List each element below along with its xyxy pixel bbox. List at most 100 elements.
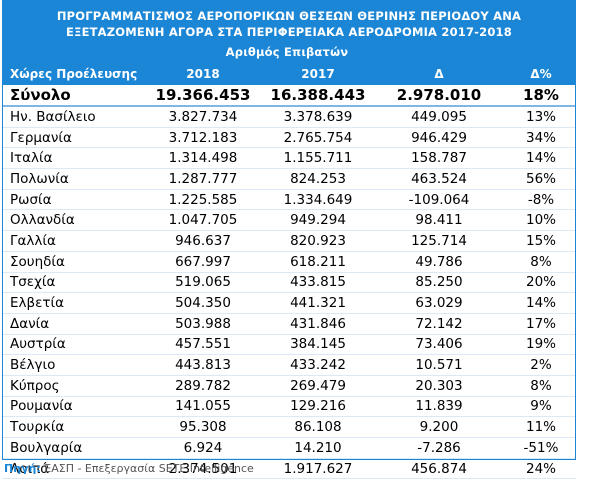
cell: 1.334.649 xyxy=(264,189,372,211)
cell: 946.637 xyxy=(142,230,264,252)
cell: Δανία xyxy=(2,313,142,335)
cell: 6.924 xyxy=(142,437,264,459)
cell: 618.211 xyxy=(264,251,372,273)
subtitle: Αριθμός Επιβατών xyxy=(225,45,349,59)
cell: 433.815 xyxy=(264,272,372,294)
cell: 1.314.498 xyxy=(142,147,264,170)
data-row: Γαλλία 946.637 820.923 125.714 15% xyxy=(2,230,576,252)
cell: 384.145 xyxy=(264,334,372,356)
cell: 3.827.734 xyxy=(142,106,264,128)
cell: 1.225.585 xyxy=(142,189,264,211)
cell: 86.108 xyxy=(264,416,372,438)
cell: Δ% xyxy=(530,67,552,81)
column-header-row: Χώρες Προέλευσης 2018 2017 Δ Δ% xyxy=(2,64,576,85)
data-row: Τσεχία 519.065 433.815 85.250 20% xyxy=(2,272,576,294)
cell: Βουλγαρία xyxy=(2,437,142,459)
cell: 10% xyxy=(506,209,576,232)
cell: 11.839 xyxy=(372,396,506,418)
cell: Λοιπά xyxy=(2,458,142,480)
cell: 14% xyxy=(506,147,576,170)
source-text: ΕΑΣΠ - Επεξεργασία SETE Intelligence xyxy=(44,462,254,475)
cell: 85.250 xyxy=(372,272,506,294)
cell: Ελβετία xyxy=(2,292,142,314)
data-row: Βέλγιο 443.813 433.242 10.571 2% xyxy=(2,354,576,376)
cell: 433.242 xyxy=(264,354,372,376)
data-row: Ελβετία 504.350 441.321 63.029 14% xyxy=(2,292,576,314)
data-row: Γερμανία 3.712.183 2.765.754 946.429 34% xyxy=(2,127,576,149)
cell: 456.874 xyxy=(372,458,506,480)
cell: 15% xyxy=(506,230,576,252)
cell: 667.997 xyxy=(142,251,264,273)
cell: 16.388.443 xyxy=(264,84,372,107)
cell: 95.308 xyxy=(142,416,264,438)
cell: Σουηδία xyxy=(2,251,142,273)
cell: 129.216 xyxy=(264,396,372,418)
cell: 18% xyxy=(506,84,576,107)
cell: 9% xyxy=(506,396,576,418)
cell: Σύνολο xyxy=(2,84,142,107)
cell: 443.813 xyxy=(142,354,264,376)
cell: 503.988 xyxy=(142,313,264,335)
cell: 946.429 xyxy=(372,127,506,149)
cell: 14% xyxy=(506,292,576,314)
cell: 519.065 xyxy=(142,272,264,294)
cell: 431.846 xyxy=(264,313,372,335)
cell: 441.321 xyxy=(264,292,372,314)
cell: 34% xyxy=(506,127,576,149)
cell: 449.095 xyxy=(372,106,506,128)
data-row: Πολωνία 1.287.777 824.253 463.524 56% xyxy=(2,168,576,190)
cell: 949.294 xyxy=(264,209,372,232)
cell: -109.064 xyxy=(372,189,506,211)
cell: -51% xyxy=(506,437,576,459)
data-row: Ολλανδία 1.047.705 949.294 98.411 10% xyxy=(2,209,576,232)
cell: 49.786 xyxy=(372,251,506,273)
data-table: Χώρες Προέλευσης 2018 2017 Δ Δ% Σύνολο 19.366.… xyxy=(2,64,576,480)
cell: Βέλγιο xyxy=(2,354,142,376)
cell: Χώρες Προέλευσης xyxy=(10,67,138,81)
data-row: Αυστρία 457.551 384.145 73.406 19% xyxy=(2,334,576,356)
cell: 10.571 xyxy=(372,354,506,376)
cell: 20% xyxy=(506,272,576,294)
cell: 72.142 xyxy=(372,313,506,335)
cell: -7.286 xyxy=(372,437,506,459)
data-row: Ην. Βασίλειο 3.827.734 3.378.639 449.095 13% xyxy=(2,106,576,128)
cell: Τουρκία xyxy=(2,416,142,438)
cell: 11% xyxy=(506,416,576,438)
cell: 2.978.010 xyxy=(372,84,506,107)
cell: 56% xyxy=(506,168,576,190)
title-line: ΕΞΕΤΑΖΟΜΕΝΗ ΑΓΟΡΑ ΣΤΑ ΠΕΡΙΦΕΡΕΙΑΚΑ ΑΕΡΟΔ… xyxy=(66,25,512,39)
cell: 14.210 xyxy=(264,437,372,459)
cell: 8% xyxy=(506,375,576,397)
cell: Πολωνία xyxy=(2,168,142,190)
cell: 9.200 xyxy=(372,416,506,438)
cell: -8% xyxy=(506,189,576,211)
cell: 820.923 xyxy=(264,230,372,252)
cell: 2% xyxy=(506,354,576,376)
cell: 158.787 xyxy=(372,147,506,170)
cell: 98.411 xyxy=(372,209,506,232)
cell: 19.366.453 xyxy=(142,84,264,107)
cell: Ιταλία xyxy=(2,147,142,170)
cell: 504.350 xyxy=(142,292,264,314)
data-row: Ρωσία 1.225.585 1.334.649 -109.064 -8% xyxy=(2,189,576,211)
cell: 2.765.754 xyxy=(264,127,372,149)
cell: Αυστρία xyxy=(2,334,142,356)
source: Πηγή: ΕΑΣΠ - Επεξεργασία SETE Intelligen… xyxy=(4,462,254,475)
cell: 1.287.777 xyxy=(142,168,264,190)
cell: Γαλλία xyxy=(2,230,142,252)
cell: Ρουμανία xyxy=(2,396,142,418)
cell: 289.782 xyxy=(142,375,264,397)
cell: 125.714 xyxy=(372,230,506,252)
cell: 2017 xyxy=(301,67,335,81)
table-panel: ΠΡΟΓΡΑΜΜΑΤΙΣΜΟΣ ΑΕΡΟΠΟΡΙΚΩΝ ΘΕΣΕΩΝ ΘΕΡΙΝ… xyxy=(2,0,576,480)
data-row: Βουλγαρία 6.924 14.210 -7.286 -51% xyxy=(2,437,576,459)
cell: 1.155.711 xyxy=(264,147,372,170)
cell: 8% xyxy=(506,251,576,273)
cell: 17% xyxy=(506,313,576,335)
data-row: Σουηδία 667.997 618.211 49.786 8% xyxy=(2,251,576,273)
cell: 824.253 xyxy=(264,168,372,190)
cell: 3.712.183 xyxy=(142,127,264,149)
cell: Γερμανία xyxy=(2,127,142,149)
cell: 2018 xyxy=(186,67,220,81)
